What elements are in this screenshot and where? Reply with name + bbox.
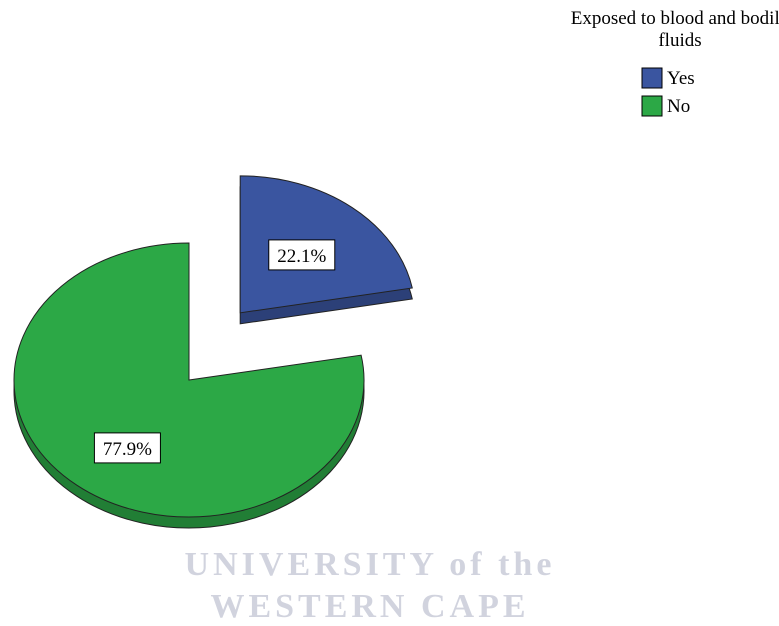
value-label: 77.9% (103, 439, 152, 460)
value-label-box (268, 239, 336, 271)
legend-swatch (641, 67, 663, 89)
legend-title: Exposed to blood and bodily fluids (570, 8, 779, 51)
value-label-box (93, 432, 161, 464)
watermark: WESTERN CAPE (210, 588, 529, 625)
watermark: UNIVERSITY of the (185, 546, 556, 583)
legend-label: Yes (667, 68, 695, 89)
legend-swatch (641, 95, 663, 117)
legend-label: No (667, 96, 690, 117)
value-label: 22.1% (277, 246, 326, 267)
